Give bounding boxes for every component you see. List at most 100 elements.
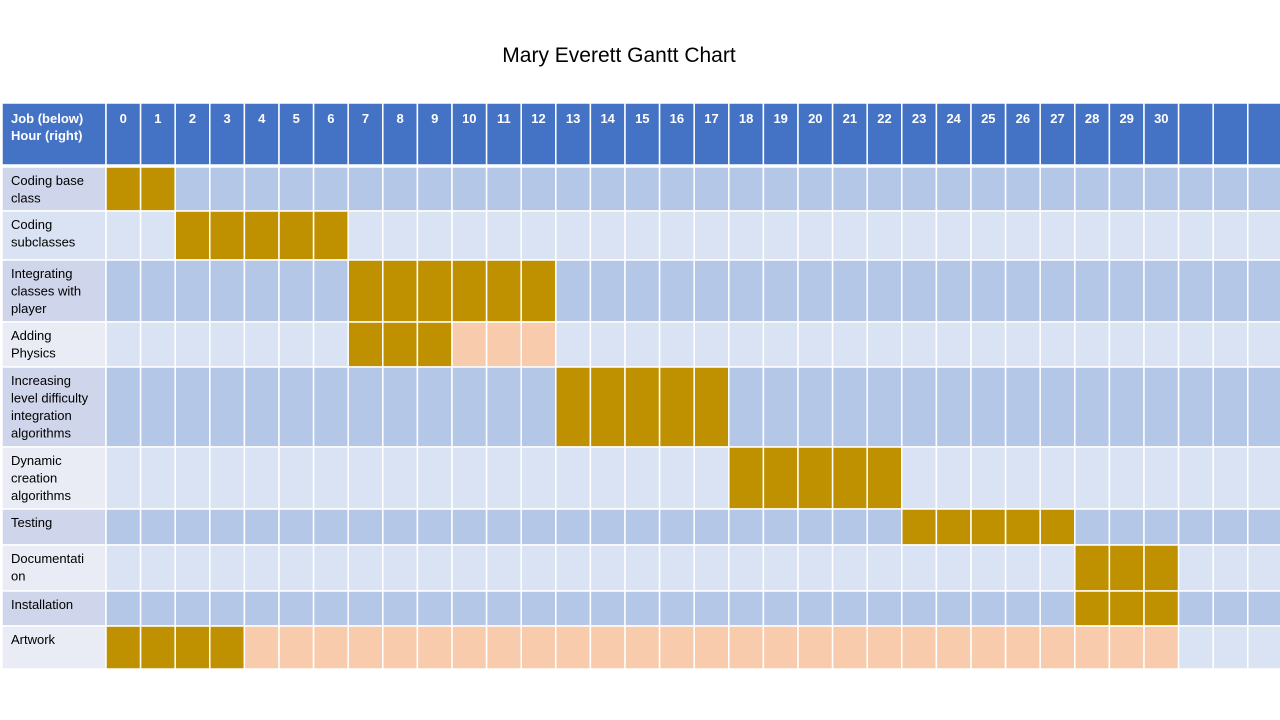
grid-cell xyxy=(555,166,592,212)
grid-cell xyxy=(312,446,349,510)
chart-title: Mary Everett Gantt Chart xyxy=(502,44,736,67)
grid-cell xyxy=(139,508,176,546)
grid-cell xyxy=(866,210,903,261)
hour-header-cell xyxy=(658,102,695,166)
task-label-cell xyxy=(1,166,107,212)
work-bar-cell xyxy=(105,625,142,670)
grid-cell xyxy=(658,210,695,261)
hour-tick-label: 5 xyxy=(293,111,300,126)
grid-cell xyxy=(520,366,557,448)
grid-cell xyxy=(485,366,522,448)
hour-tick-label: 22 xyxy=(877,111,891,126)
grid-cell xyxy=(1177,166,1214,212)
grid-cell xyxy=(105,366,142,448)
grid-cell xyxy=(935,259,972,323)
task-label-line: Physics xyxy=(11,346,56,361)
work-bar-cell xyxy=(555,366,592,448)
grid-cell xyxy=(382,508,419,546)
grid-cell xyxy=(762,366,799,448)
grid-cell xyxy=(1143,508,1180,546)
task-label-line: class xyxy=(11,191,41,206)
task-label-line: Adding xyxy=(11,328,51,343)
grid-cell xyxy=(693,544,730,592)
grid-cell xyxy=(209,366,246,448)
hour-header-cell xyxy=(209,102,246,166)
grid-cell xyxy=(935,166,972,212)
work-bar-cell xyxy=(866,446,903,510)
grid-cell xyxy=(105,210,142,261)
hour-header-cell xyxy=(1177,102,1214,166)
grid-cell xyxy=(901,210,938,261)
grid-cell xyxy=(1177,321,1214,368)
grid-cell xyxy=(1039,321,1076,368)
grid-cell xyxy=(485,508,522,546)
grid-cell xyxy=(797,321,834,368)
hour-tick-label: 20 xyxy=(808,111,822,126)
slack-bar-cell xyxy=(797,625,834,670)
grid-cell xyxy=(866,366,903,448)
grid-cell xyxy=(935,544,972,592)
hour-header-cell xyxy=(1004,102,1041,166)
task-label-line: integration xyxy=(11,408,72,423)
grid-cell xyxy=(762,590,799,627)
work-bar-cell xyxy=(174,210,211,261)
grid-cell xyxy=(1247,446,1280,510)
grid-cell xyxy=(1212,366,1249,448)
task-label-line: subclasses xyxy=(11,235,76,250)
work-bar-cell xyxy=(416,259,453,323)
grid-cell xyxy=(1212,508,1249,546)
grid-cell xyxy=(278,321,315,368)
grid-cell xyxy=(693,321,730,368)
grid-cell xyxy=(1247,544,1280,592)
task-label-line: Artwork xyxy=(11,632,56,647)
grid-cell xyxy=(658,321,695,368)
grid-cell xyxy=(1004,321,1041,368)
grid-cell xyxy=(382,166,419,212)
work-bar-cell xyxy=(1004,508,1041,546)
grid-cell xyxy=(105,321,142,368)
header-label-line: Job (below) xyxy=(11,111,83,126)
slack-bar-cell xyxy=(1074,625,1111,670)
grid-cell xyxy=(831,590,868,627)
slack-bar-cell xyxy=(485,625,522,670)
task-label-line: algorithms xyxy=(11,426,71,441)
grid-cell xyxy=(1212,590,1249,627)
grid-cell xyxy=(347,508,384,546)
grid-cell xyxy=(555,590,592,627)
header-label-line: Hour (right) xyxy=(11,128,82,143)
grid-cell xyxy=(1247,321,1280,368)
task-label-line: Increasing xyxy=(11,373,71,388)
task-label-cell xyxy=(1,508,107,546)
hour-header-cell xyxy=(555,102,592,166)
work-bar-cell xyxy=(1143,590,1180,627)
grid-cell xyxy=(174,446,211,510)
slack-bar-cell xyxy=(658,625,695,670)
work-bar-cell xyxy=(312,210,349,261)
work-bar-cell xyxy=(901,508,938,546)
work-bar-cell xyxy=(935,508,972,546)
grid-cell xyxy=(1074,166,1111,212)
task-label-line: Documentati xyxy=(11,551,84,566)
grid-cell xyxy=(970,366,1007,448)
grid-cell xyxy=(589,321,626,368)
grid-cell xyxy=(451,544,488,592)
slack-bar-cell xyxy=(312,625,349,670)
grid-cell xyxy=(278,544,315,592)
slack-bar-cell xyxy=(831,625,868,670)
hour-tick-label: 24 xyxy=(946,111,961,126)
grid-cell xyxy=(520,446,557,510)
grid-cell xyxy=(866,259,903,323)
grid-cell xyxy=(278,259,315,323)
grid-cell xyxy=(278,366,315,448)
grid-cell xyxy=(312,508,349,546)
grid-cell xyxy=(1004,446,1041,510)
grid-cell xyxy=(693,166,730,212)
grid-cell xyxy=(555,259,592,323)
grid-cell xyxy=(866,590,903,627)
hour-tick-label: 1 xyxy=(154,111,161,126)
work-bar-cell xyxy=(209,210,246,261)
grid-cell xyxy=(416,544,453,592)
task-label-cell xyxy=(1,210,107,261)
grid-cell xyxy=(105,446,142,510)
hour-header-cell xyxy=(1108,102,1145,166)
